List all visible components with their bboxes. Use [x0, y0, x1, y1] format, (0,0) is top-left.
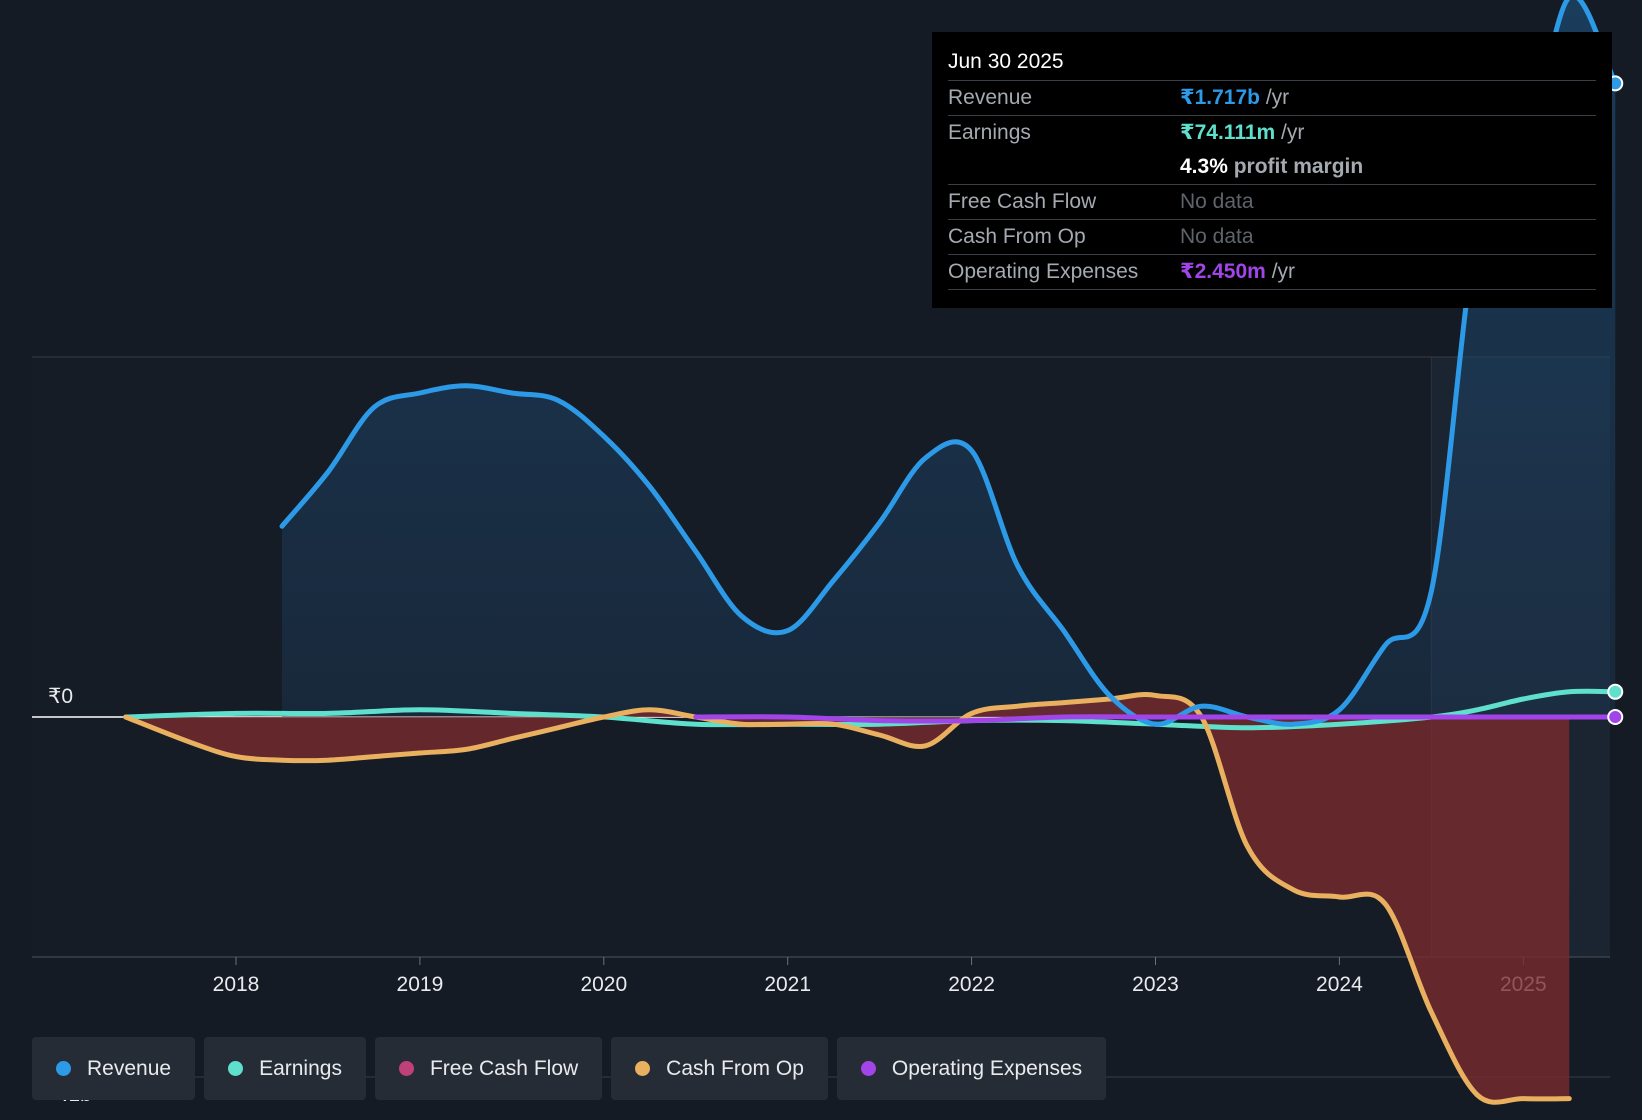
tooltip-panel: Jun 30 2025 Revenue ₹1.717b /yr Earnings… — [932, 32, 1612, 308]
y-tick-label: ₹0 — [48, 685, 73, 708]
x-tick-label: 2021 — [764, 973, 811, 996]
legend-item-revenue[interactable]: Revenue — [32, 1037, 196, 1100]
operating-expenses-end-marker — [1607, 709, 1624, 725]
tooltip-value-fcf: No data — [1180, 190, 1254, 213]
earnings-end-marker — [1607, 683, 1624, 700]
legend-item-earnings[interactable]: Earnings — [204, 1037, 366, 1100]
tooltip-row-revenue: Revenue ₹1.717b /yr — [948, 81, 1596, 116]
legend-item-free-cash-flow[interactable]: Free Cash Flow — [374, 1037, 603, 1100]
tooltip-row-margin: 4.3% profit margin — [948, 150, 1596, 185]
tooltip-label-opex: Operating Expenses — [948, 260, 1139, 283]
tooltip-date: Jun 30 2025 — [948, 44, 1596, 81]
legend-dot-icon — [56, 1061, 71, 1076]
tooltip-row-cfo: Cash From Op No data — [948, 220, 1596, 255]
legend-label: Earnings — [259, 1056, 342, 1080]
tooltip-row-opex: Operating Expenses ₹2.450m /yr — [948, 255, 1596, 290]
tooltip-row-earnings: Earnings ₹74.111m /yr — [948, 116, 1596, 150]
tooltip-value-margin: 4.3% — [1180, 155, 1228, 178]
tooltip-unit-opex: /yr — [1271, 260, 1296, 283]
x-tick-label: 2019 — [397, 973, 444, 996]
x-tick-label: 2024 — [1316, 973, 1363, 996]
cash-from-op-area — [125, 694, 1570, 1103]
tooltip-label-earnings: Earnings — [948, 121, 1031, 144]
legend-label: Revenue — [87, 1056, 172, 1080]
legend-label: Operating Expenses — [891, 1056, 1083, 1080]
legend-dot-icon — [398, 1061, 414, 1076]
legend-label: Cash From Op — [666, 1056, 804, 1080]
tooltip-label-revenue: Revenue — [948, 86, 1033, 109]
legend-item-operating-expenses[interactable]: Operating Expenses — [836, 1037, 1107, 1100]
legend-item-cash-from-op[interactable]: Cash From Op — [611, 1037, 828, 1100]
operating-expenses-line — [693, 714, 1618, 724]
legend: Revenue Earnings Free Cash Flow Cash Fro… — [32, 1037, 1107, 1100]
x-tick-label: 2020 — [580, 973, 627, 996]
legend-dot-icon — [635, 1061, 651, 1076]
revenue-line — [279, 0, 1618, 727]
revenue-area — [281, 0, 1616, 725]
legend-dot-icon — [228, 1061, 244, 1076]
tooltip-row-fcf: Free Cash Flow No data — [948, 185, 1596, 220]
cash-from-op-line — [123, 692, 1572, 1105]
tooltip-unit-margin: profit margin — [1233, 155, 1364, 178]
tooltip-value-cfo: No data — [1180, 225, 1254, 248]
tooltip-label-cfo: Cash From Op — [948, 225, 1086, 248]
tooltip-value-revenue: ₹1.717b — [1180, 86, 1260, 109]
tooltip-unit-revenue: /yr — [1265, 86, 1290, 109]
x-tick-label: 2018 — [213, 973, 260, 996]
legend-dot-icon — [860, 1061, 876, 1076]
legend-label: Free Cash Flow — [429, 1056, 579, 1080]
tooltip-value-opex: ₹2.450m — [1180, 260, 1266, 283]
tooltip-unit-earnings: /yr — [1281, 121, 1305, 144]
tooltip-label-fcf: Free Cash Flow — [948, 190, 1097, 213]
x-tick-label: 2023 — [1132, 973, 1179, 996]
x-tick-label: 2022 — [948, 973, 995, 996]
tooltip-value-earnings: ₹74.111m — [1180, 121, 1276, 144]
